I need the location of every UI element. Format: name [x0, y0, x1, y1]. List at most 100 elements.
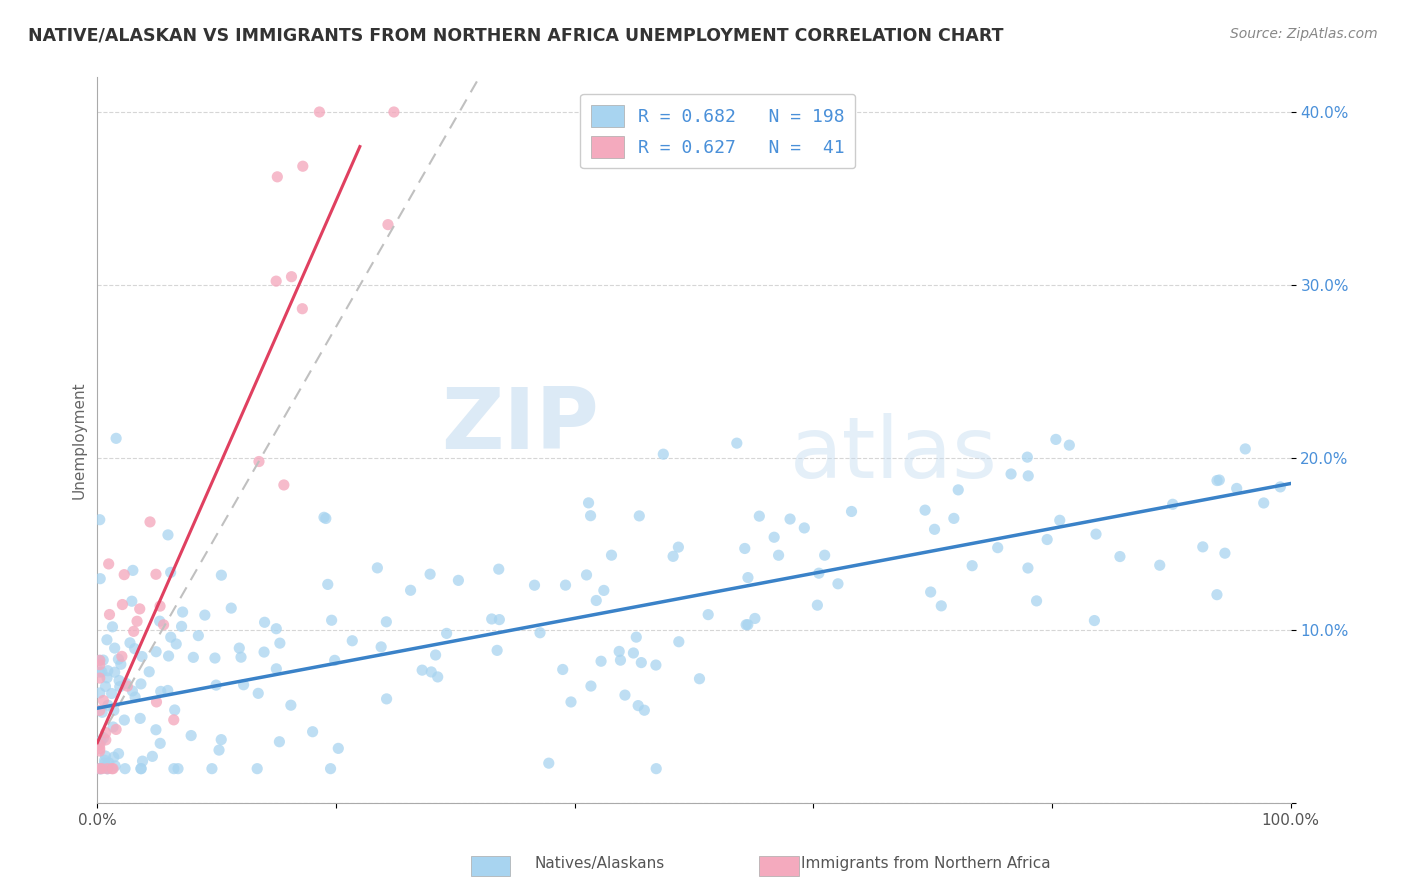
Point: [579, 508, 602, 523]
Point: [560, 695, 582, 709]
Point: [156, 683, 179, 698]
Point: [377, 218, 399, 232]
Text: ZIP: ZIP: [440, 384, 599, 467]
Point: [94, 732, 117, 747]
Point: [103, 703, 125, 717]
Point: [425, 648, 447, 662]
Point: [1083, 614, 1105, 628]
Point: [129, 711, 152, 725]
Point: [209, 568, 232, 582]
Point: [163, 762, 186, 776]
Point: [1049, 513, 1071, 527]
Point: [623, 646, 645, 660]
Point: [96, 632, 118, 647]
Point: [89, 513, 111, 527]
Text: Immigrants from Northern Africa: Immigrants from Northern Africa: [801, 856, 1052, 871]
Point: [247, 454, 270, 468]
Point: [316, 577, 339, 591]
Point: [104, 665, 127, 680]
Point: [90, 762, 112, 776]
Point: [157, 648, 180, 663]
Point: [308, 105, 330, 120]
Point: [312, 510, 335, 524]
Point: [627, 698, 650, 713]
Point: [579, 679, 602, 693]
Point: [375, 615, 398, 629]
Point: [104, 759, 127, 773]
Point: [291, 159, 314, 173]
Point: [94, 679, 117, 693]
Point: [104, 641, 127, 656]
Point: [652, 447, 675, 461]
Point: [105, 723, 128, 737]
Point: [141, 749, 163, 764]
Point: [112, 713, 135, 727]
Point: [149, 614, 172, 628]
Point: [159, 630, 181, 644]
Point: [115, 676, 138, 690]
Point: [1045, 433, 1067, 447]
Point: [101, 762, 124, 776]
Point: [187, 629, 209, 643]
Point: [93, 753, 115, 767]
Point: [111, 598, 134, 612]
Point: [121, 594, 143, 608]
Point: [914, 503, 936, 517]
Point: [942, 511, 965, 525]
Point: [1017, 468, 1039, 483]
Point: [628, 508, 651, 523]
Point: [98, 607, 121, 622]
Point: [180, 729, 202, 743]
Point: [117, 679, 139, 693]
Point: [201, 762, 224, 776]
Point: [744, 611, 766, 625]
Point: [370, 640, 392, 654]
Point: [165, 637, 187, 651]
Point: [128, 602, 150, 616]
Text: Source: ZipAtlas.com: Source: ZipAtlas.com: [1230, 27, 1378, 41]
Point: [280, 698, 302, 713]
Point: [689, 672, 711, 686]
Y-axis label: Unemployment: Unemployment: [72, 382, 86, 500]
Point: [315, 511, 337, 525]
Point: [924, 522, 946, 536]
Point: [89, 762, 111, 776]
Point: [609, 653, 631, 667]
Point: [97, 664, 120, 678]
Point: [96, 762, 118, 776]
Point: [807, 566, 830, 581]
Point: [266, 662, 288, 676]
Point: [948, 483, 970, 497]
Point: [419, 567, 441, 582]
Point: [1149, 558, 1171, 573]
Text: NATIVE/ALASKAN VS IMMIGRANTS FROM NORTHERN AFRICA UNEMPLOYMENT CORRELATION CHART: NATIVE/ALASKAN VS IMMIGRANTS FROM NORTHE…: [28, 27, 1004, 45]
Point: [112, 567, 135, 582]
Point: [264, 622, 287, 636]
Point: [269, 636, 291, 650]
Point: [149, 599, 172, 614]
Point: [163, 703, 186, 717]
Point: [121, 563, 143, 577]
Point: [382, 105, 405, 120]
Point: [90, 665, 112, 679]
Point: [101, 620, 124, 634]
Point: [486, 643, 509, 657]
Point: [426, 670, 449, 684]
Point: [1213, 546, 1236, 560]
Point: [101, 720, 124, 734]
Point: [323, 653, 346, 667]
Point: [1206, 474, 1229, 488]
Point: [1208, 473, 1230, 487]
Point: [111, 649, 134, 664]
Point: [633, 703, 655, 717]
Point: [105, 431, 128, 445]
Point: [94, 749, 117, 764]
Point: [121, 684, 143, 698]
Point: [291, 301, 314, 316]
Point: [420, 665, 443, 679]
Point: [156, 528, 179, 542]
Point: [575, 568, 598, 582]
Point: [578, 496, 600, 510]
Point: [436, 626, 458, 640]
Text: atlas: atlas: [789, 413, 997, 496]
